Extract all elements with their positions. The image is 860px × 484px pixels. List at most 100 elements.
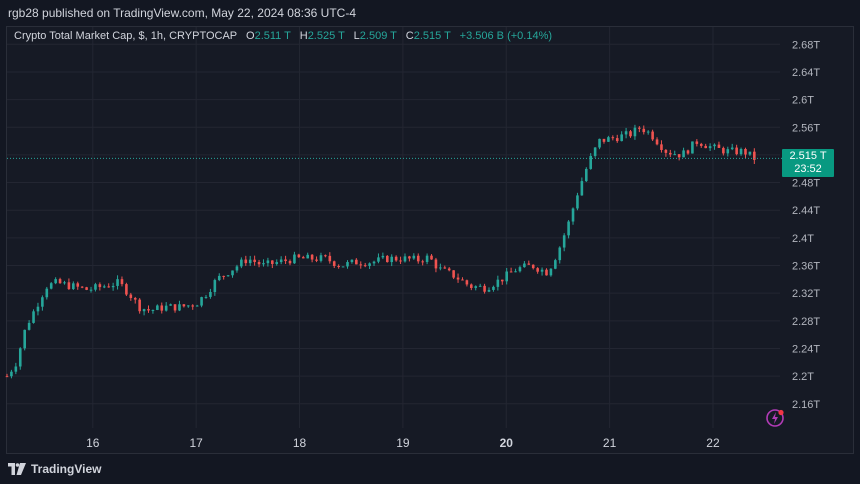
candle-body — [341, 266, 345, 268]
candle-body — [58, 279, 62, 284]
candle-body — [381, 255, 385, 258]
candle-body — [390, 256, 394, 263]
candle-body — [187, 305, 190, 307]
candle-body — [315, 259, 318, 261]
candle-body — [293, 254, 296, 264]
candle-body — [240, 259, 243, 267]
candle-body — [125, 284, 128, 295]
candle-body — [483, 285, 486, 292]
candle-body — [129, 294, 133, 299]
y-tick-label: 2.64T — [792, 67, 820, 79]
candle-body — [32, 311, 35, 323]
candle-body — [10, 371, 13, 377]
candle-body — [735, 147, 738, 155]
candle-body — [18, 348, 22, 367]
tradingview-brand[interactable]: TradingView — [8, 462, 101, 476]
candle-body — [41, 297, 44, 307]
x-tick-label: 18 — [293, 436, 307, 450]
candle-body — [509, 271, 513, 273]
candle-body — [182, 304, 186, 307]
candle-body — [461, 279, 464, 281]
candle-body — [549, 268, 553, 276]
candle-body — [226, 275, 230, 277]
spark-icon[interactable] — [765, 408, 785, 428]
candle-body — [744, 148, 747, 155]
x-tick-label: 17 — [189, 436, 203, 450]
candle-body — [456, 277, 460, 280]
candle-body — [319, 255, 323, 261]
candle-body — [554, 260, 557, 269]
candle-body — [646, 131, 650, 133]
candle-body — [195, 305, 199, 307]
candle-body — [244, 259, 248, 264]
candle-body — [328, 255, 332, 262]
candle-body — [421, 261, 424, 263]
open-label: O — [246, 30, 255, 42]
candle-body — [5, 376, 9, 378]
candle-body — [262, 263, 265, 265]
candle-body — [660, 144, 663, 150]
candle-body — [288, 261, 292, 264]
candle-body — [257, 261, 261, 265]
candle-body — [253, 259, 256, 262]
candle-body — [615, 138, 619, 142]
candle-body — [620, 134, 623, 142]
footer-bar — [0, 456, 860, 484]
candle-body — [664, 149, 668, 153]
candle-body — [403, 256, 407, 262]
y-tick-label: 2.48T — [792, 178, 820, 190]
candle-body — [164, 305, 168, 311]
y-tick-label: 2.28T — [792, 316, 820, 328]
x-tick-label: 22 — [706, 436, 720, 450]
candle-body — [138, 299, 141, 312]
low-label: L — [353, 30, 360, 42]
candle-body — [492, 286, 495, 290]
candle-body — [297, 254, 301, 258]
candle-body — [306, 254, 309, 259]
y-tick-label: 2.2T — [792, 371, 814, 383]
candle-body — [708, 146, 712, 149]
candle-body — [514, 271, 517, 273]
candle-body — [496, 279, 500, 287]
candle-body — [45, 288, 49, 298]
candle-body — [248, 259, 252, 264]
candle-body — [598, 138, 601, 148]
candle-body — [642, 128, 646, 133]
candle-body — [111, 285, 115, 288]
candle-body — [80, 286, 84, 288]
candle-body — [523, 263, 526, 268]
candle-body — [602, 138, 606, 142]
y-tick-label: 2.4T — [792, 233, 814, 245]
candle-body — [178, 304, 181, 311]
publication-bar: rgb28 published on TradingView.com, May … — [0, 0, 860, 26]
candle-body — [651, 131, 654, 140]
candle-body — [350, 259, 354, 263]
candle-body — [536, 268, 539, 272]
candle-body — [739, 148, 743, 155]
y-tick-label: 2.6T — [792, 95, 814, 107]
candle-body — [425, 255, 429, 262]
candle-body — [235, 266, 239, 271]
candle-body — [156, 305, 159, 310]
candle-body — [430, 255, 433, 260]
candle-body — [85, 287, 88, 290]
candle-body — [147, 309, 150, 311]
candle-body — [76, 283, 80, 287]
candle-body — [474, 286, 478, 288]
candle-body — [673, 154, 677, 156]
candle-body — [217, 275, 221, 281]
candle-body — [624, 131, 628, 135]
candle-body — [14, 366, 18, 372]
candle-body — [452, 270, 455, 278]
candle-body — [580, 181, 584, 196]
candle-body — [160, 305, 164, 311]
y-tick-label: 2.32T — [792, 288, 820, 300]
candle-body — [337, 266, 340, 268]
candle-body — [713, 144, 716, 147]
y-tick-label: 2.16T — [792, 399, 820, 411]
candle-body — [173, 304, 177, 311]
candle-body — [531, 264, 535, 269]
candle-body — [571, 208, 575, 222]
candle-body — [655, 139, 659, 145]
